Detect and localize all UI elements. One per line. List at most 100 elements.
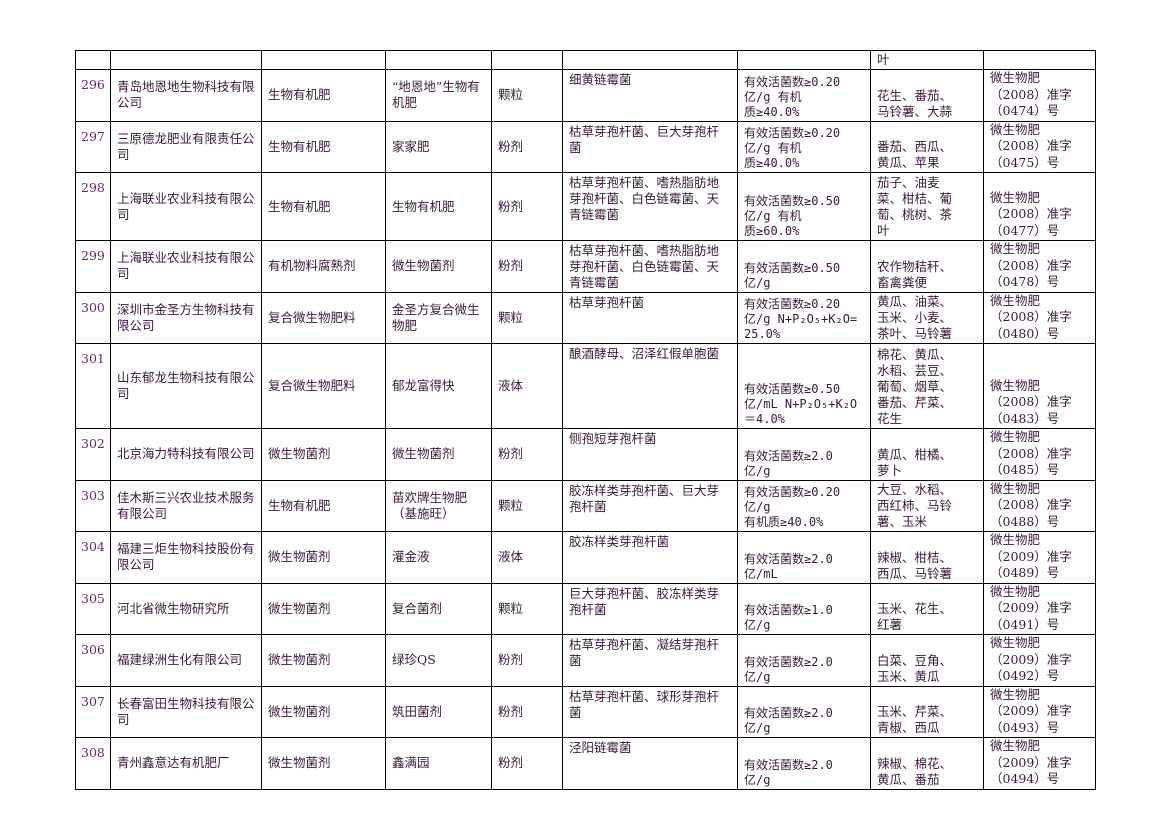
applicable-crops: 大豆、水稻、 西红柿、马铃 薯、玉米 [870,479,984,532]
registration-number-line: 微生物肥 [990,583,1041,599]
technical-spec-line: 有效活菌数≥2.0 [744,448,833,463]
applicable-crops-line: 番茄、芹菜、 [877,395,953,410]
product-type: 微生物菌剂 [261,428,386,481]
registration-number-line: （0492）号 [990,668,1060,683]
technical-spec: 有效活菌数≥2.0 亿/mL [737,531,871,584]
strain-list: 细黄链霉菌 [562,69,738,122]
applicable-crops-line: 玉米、芹菜、 [877,704,953,719]
fertilizer-registration-table: 叶 296 青岛地恩地生物科技有限公司 生物有机肥 “地恩地”生物有机肥 颗粒 细黄链霉菌有… [75,50,1096,790]
registration-number: 微生物肥 （2008）准字 （0483）号 [983,343,1096,429]
registration-number-line: 微生物肥 [990,480,1041,496]
table-row: 297 三原德龙肥业有限责任公司 生物有机肥 家家肥 粉剂 枯草芽孢杆菌、巨大芽孢杆菌 有效… [75,120,1096,173]
product-name: 筑田菌剂 [385,685,492,738]
table-row: 303 佳木斯三兴农业技术服务有限公司 生物有机肥 苗欢牌生物肥（基施旺） 颗粒 胶冻样类… [75,479,1096,532]
product-type: 有机物料腐熟剂 [261,240,386,293]
table-row: 299 上海联业农业科技有限公司 有机物料腐熟剂 微生物菌剂 粉剂 枯草芽孢杆菌、嗜热脂肪… [75,240,1096,293]
registration-number-line: （0485）号 [990,462,1060,477]
applicable-crops-line: 花生 [877,411,903,426]
technical-spec-line: 亿/g [744,500,771,514]
registration-table-page: 叶 296 青岛地恩地生物科技有限公司 生物有机肥 “地恩地”生物有机肥 颗粒 细黄链霉菌有… [75,50,1096,790]
table-row: 300 深圳市金圣方生物科技有限公司 复合微生物肥料 金圣方复合微生物肥 颗粒 枯草芽孢杆… [75,291,1096,344]
technical-spec-line: 有效活菌数≥0.20 [744,74,841,89]
applicable-crops-line: 黄瓜、油菜、 [877,294,953,309]
registration-number-line: （2008）准字 [990,206,1072,221]
registration-number: 微生物肥 （2009）准字 （0494）号 [983,737,1096,790]
product-name: 家家肥 [385,120,492,173]
registration-number-line: 微生物肥 [990,738,1041,753]
technical-spec: 有效活菌数≥2.0 亿/g [737,685,871,738]
product-form: 粉剂 [491,172,563,241]
applicable-crops-line: 辣椒、柑桔、 [877,549,953,565]
applicable-crops-line: 水稻、芸豆、 [877,363,953,378]
row-number: 302 [75,428,111,481]
row-number: 305 [75,582,111,635]
technical-spec: 有效活菌数≥0.50 亿/mL N+P₂O₅+K₂O ＝4.0% [737,343,871,429]
registration-number: 微生物肥 （2008）准字 （0474）号 [983,69,1096,122]
product-name: 灌金液 [385,531,492,584]
applicable-crops: 花生、番茄、 马铃薯、大蒜 [870,69,984,122]
registration-number: 微生物肥 （2008）准字 （0475）号 [983,120,1096,173]
registration-number-line: （2008）准字 [990,86,1072,102]
company-name: 三原德龙肥业有限责任公司 [110,120,262,173]
applicable-crops-line: 葡萄、烟草、 [877,379,953,394]
applicable-crops-line: 黄瓜、番茄 [877,771,940,787]
registration-number-line: （2009）准字 [990,754,1072,770]
technical-spec: 有效活菌数≥1.0 亿/g [737,582,871,635]
applicable-crops-line: 叶 [877,223,890,238]
product-form [491,50,563,70]
applicable-crops-line: 茶叶、马铃薯 [877,326,953,341]
applicable-crops: 辣椒、棉花、 黄瓜、番茄 [870,737,984,790]
strain-list: 酿酒酵母、沼泽红假单胞菌 [562,343,738,429]
registration-number-line: （2009）准字 [990,600,1072,615]
technical-spec-line: 质≥40.0% [744,104,800,119]
applicable-crops-line: 农作物秸秆、 [877,258,953,274]
company-name: 福建三炬生物科技股份有限公司 [110,531,262,584]
applicable-crops-line: 西红柿、马铃 [877,498,953,513]
product-type: 生物有机肥 [261,479,386,532]
registration-number-line: 微生物肥 [990,241,1041,256]
registration-number: 微生物肥 （2009）准字 （0489）号 [983,531,1096,584]
registration-number-line: （2008）准字 [990,257,1072,273]
product-type: 微生物菌剂 [261,531,386,584]
registration-number [983,50,1096,70]
technical-spec-line: 质≥60.0% [744,224,800,238]
technical-spec-line: 亿/g [744,275,771,290]
registration-number-line: （2008）准字 [990,445,1072,461]
applicable-crops: 棉花、黄瓜、 水稻、芸豆、 葡萄、烟草、 番茄、芹菜、 花生 [870,343,984,429]
registration-number: 微生物肥 （2008）准字 （0485）号 [983,428,1096,481]
product-name: 金圣方复合微生物肥 [385,291,492,344]
product-name: 生物有机肥 [385,172,492,241]
registration-number-line: （2008）准字 [990,138,1072,153]
technical-spec: 有效活菌数≥0.20 亿/g 有机质≥40.0% [737,479,871,532]
registration-number-line: （0491）号 [990,616,1060,632]
applicable-crops-line: 畜禽粪便 [877,274,928,290]
applicable-crops-line: 辣椒、棉花、 [877,755,953,771]
technical-spec-line: 25.0% [744,327,781,341]
product-type: 生物有机肥 [261,120,386,173]
company-name: 长春富田生物科技有限公司 [110,685,262,738]
applicable-crops-line: 黄瓜、柑橘、 [877,446,953,462]
technical-spec: 有效活菌数≥2.0 亿/g [737,428,871,481]
technical-spec [737,50,871,70]
product-form: 粉剂 [491,120,563,173]
row-number: 306 [75,634,111,687]
applicable-crops: 农作物秸秆、 畜禽粪便 [870,240,984,293]
registration-number-line: 微生物肥 [990,532,1041,547]
table-body: 叶 296 青岛地恩地生物科技有限公司 生物有机肥 “地恩地”生物有机肥 颗粒 细黄链霉菌有… [75,50,1096,790]
registration-number: 微生物肥 （2009）准字 （0493）号 [983,685,1096,738]
registration-number-line: （0489）号 [990,565,1060,580]
technical-spec-line: 亿/g [744,721,771,735]
strain-list: 胶冻样类芽孢杆菌 [562,531,738,584]
company-name: 北京海力特科技有限公司 [110,428,262,481]
registration-number-line: （0494）号 [990,771,1060,786]
row-number [75,50,111,70]
applicable-crops-line: 番茄、西瓜、 [877,139,953,154]
technical-spec-line: 亿/g 有机 [744,209,802,223]
registration-number: 微生物肥 （2008）准字 （0477）号 [983,172,1096,241]
technical-spec-line: 有效活菌数≥2.0 [744,654,833,669]
registration-number-line: （2008）准字 [990,394,1072,409]
technical-spec-line: 亿/g 有机 [744,89,802,104]
technical-spec-line: 质≥40.0% [744,156,800,170]
row-number: 297 [75,120,111,173]
registration-number-line: 微生物肥 [990,377,1041,393]
